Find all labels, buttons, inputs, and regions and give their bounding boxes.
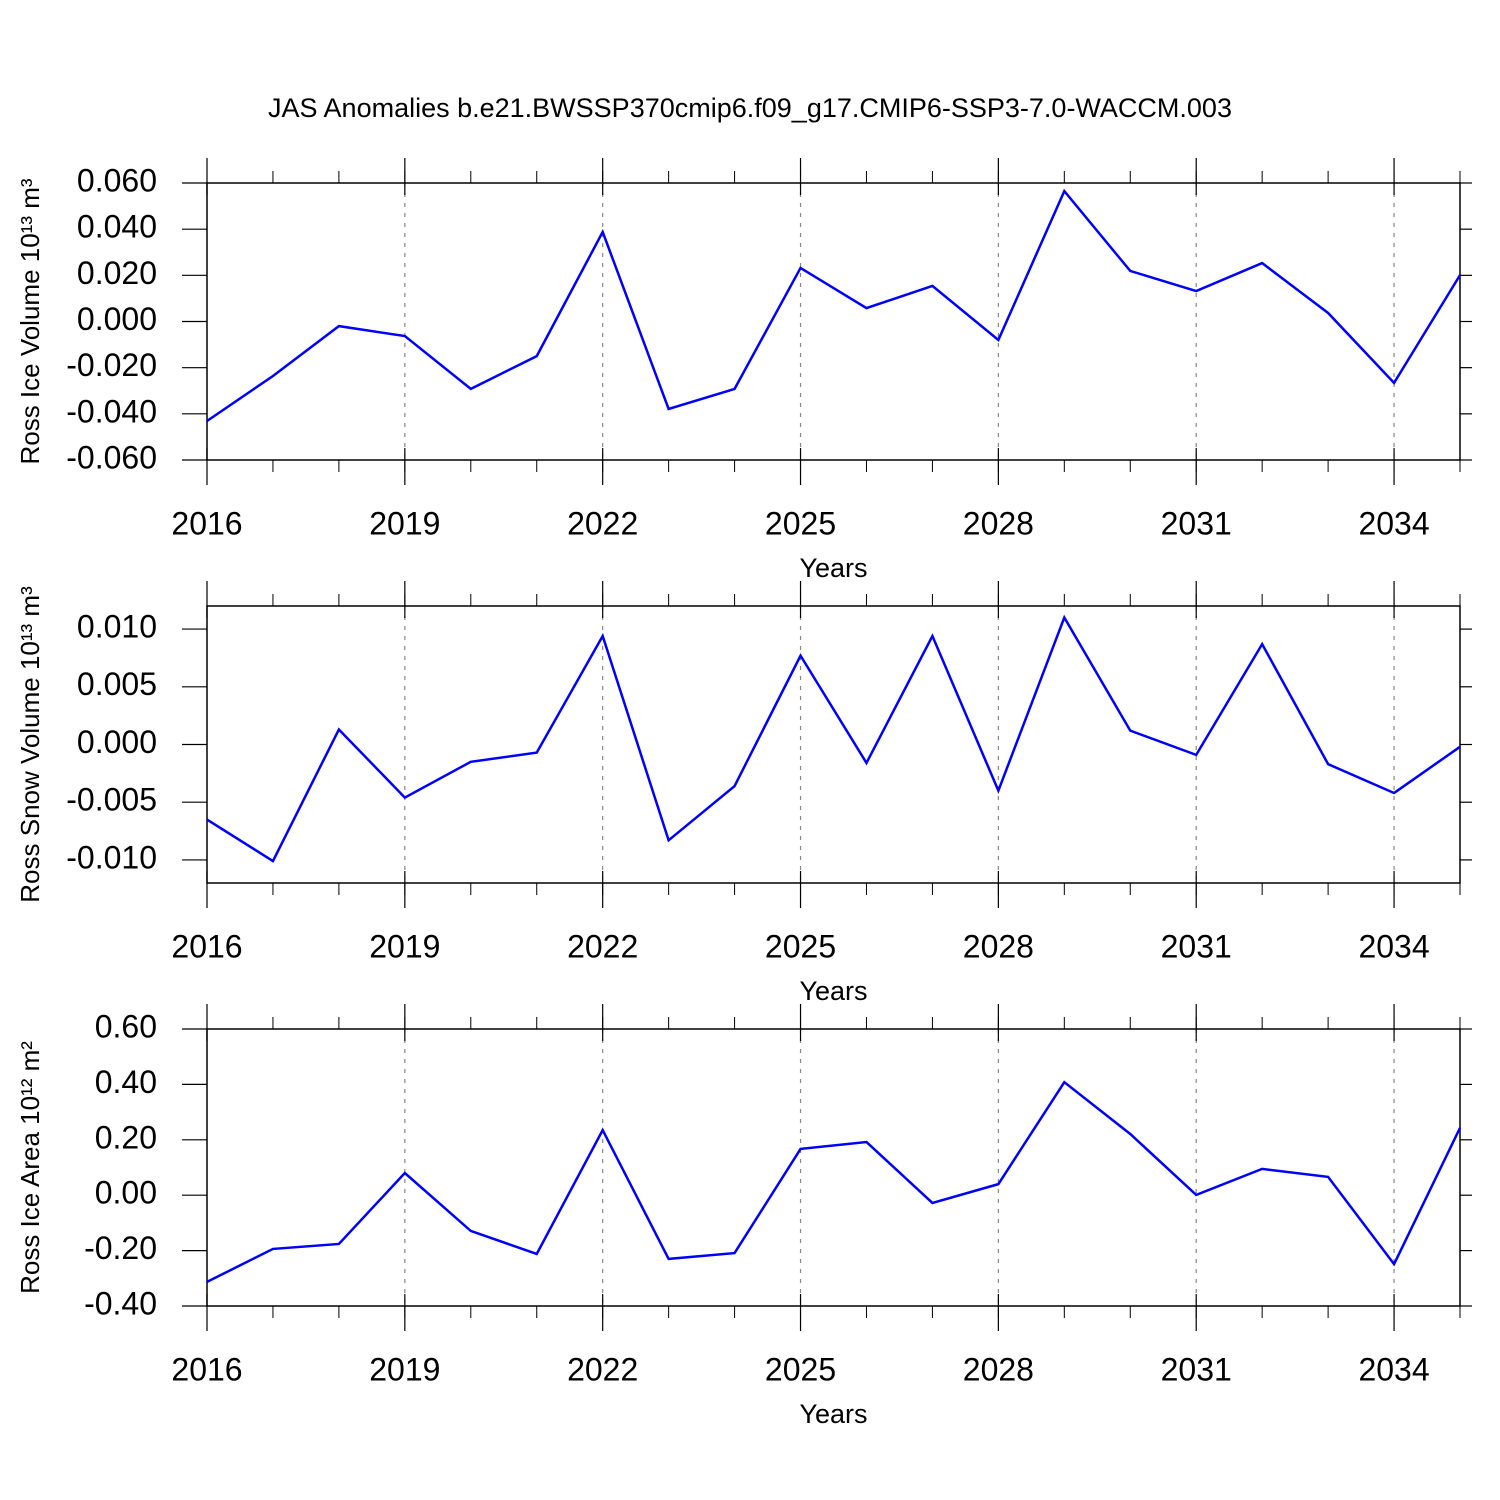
y-tick-label: 0.010 xyxy=(77,609,157,645)
x-tick-label: 2028 xyxy=(963,928,1034,964)
x-tick-label: 2031 xyxy=(1161,928,1232,964)
data-line xyxy=(206,1080,1462,1284)
y-tick-label: 0.000 xyxy=(77,301,157,337)
x-tick-label: 2019 xyxy=(369,505,440,541)
y-tick-label: -0.060 xyxy=(66,439,157,475)
y-tick-label: 0.040 xyxy=(77,209,157,245)
x-tick-label: 2028 xyxy=(963,1351,1034,1387)
data-line xyxy=(206,614,1461,863)
x-tick-label: 2019 xyxy=(369,1351,440,1387)
y-tick-label: 0.020 xyxy=(77,255,157,291)
y-axis-label: Ross Ice Volume 10¹³ m³ xyxy=(15,178,45,464)
x-tick-label: 2031 xyxy=(1161,505,1232,541)
y-tick-label: 0.20 xyxy=(95,1119,157,1155)
x-tick-label: 2031 xyxy=(1161,1351,1232,1387)
x-tick-label: 2016 xyxy=(171,505,242,541)
x-axis-label: Years xyxy=(799,1399,867,1429)
y-tick-label: 0.060 xyxy=(77,162,157,198)
x-tick-label: 2022 xyxy=(567,928,638,964)
figure-title: JAS Anomalies b.e21.BWSSP370cmip6.f09_g1… xyxy=(268,93,1232,123)
y-tick-label: -0.010 xyxy=(66,839,157,875)
x-tick-label: 2016 xyxy=(171,1351,242,1387)
x-axis-label: Years xyxy=(799,976,867,1006)
y-tick-label: 0.40 xyxy=(95,1064,157,1100)
y-tick-label: 0.60 xyxy=(95,1008,157,1044)
x-tick-label: 2034 xyxy=(1358,928,1429,964)
y-tick-label: 0.00 xyxy=(95,1175,157,1211)
x-tick-label: 2016 xyxy=(171,928,242,964)
data-line xyxy=(206,188,1462,423)
y-tick-label: 0.000 xyxy=(77,724,157,760)
y-tick-label: 0.005 xyxy=(77,666,157,702)
y-axis-label: Ross Snow Volume 10¹³ m³ xyxy=(15,586,45,903)
x-tick-label: 2034 xyxy=(1358,1351,1429,1387)
y-tick-label: -0.020 xyxy=(66,347,157,383)
x-tick-label: 2025 xyxy=(765,1351,836,1387)
x-tick-label: 2034 xyxy=(1358,505,1429,541)
plot-frame xyxy=(206,605,1461,884)
y-axis-label: Ross Ice Area 10¹² m² xyxy=(15,1041,45,1294)
plot-frame xyxy=(206,1028,1461,1307)
y-tick-label: -0.20 xyxy=(84,1230,157,1266)
x-tick-label: 2022 xyxy=(567,1351,638,1387)
y-tick-label: -0.005 xyxy=(66,782,157,818)
x-tick-label: 2025 xyxy=(765,928,836,964)
y-tick-label: -0.040 xyxy=(66,393,157,429)
x-tick-label: 2025 xyxy=(765,505,836,541)
x-tick-label: 2028 xyxy=(963,505,1034,541)
x-tick-label: 2022 xyxy=(567,505,638,541)
x-axis-label: Years xyxy=(799,553,867,583)
x-tick-label: 2019 xyxy=(369,928,440,964)
y-tick-label: -0.40 xyxy=(84,1285,157,1321)
plot-frame xyxy=(206,182,1461,461)
